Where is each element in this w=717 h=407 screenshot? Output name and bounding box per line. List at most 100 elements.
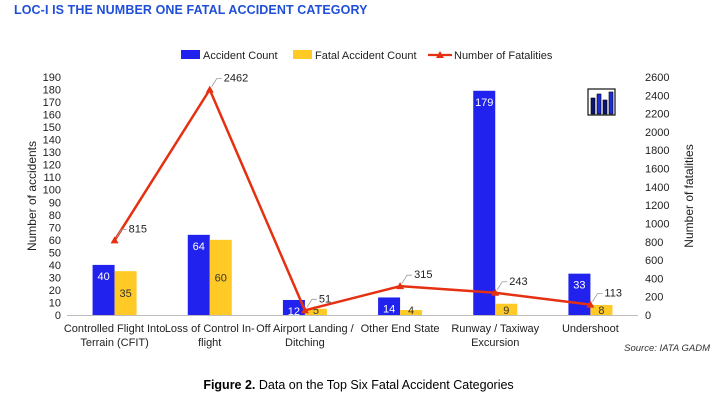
data-label-accident-count: 40	[97, 271, 109, 283]
data-label-accident-count: 179	[475, 97, 493, 109]
data-label-number-of-fatalities: 2462	[224, 73, 248, 85]
point-number-of-fatalities	[396, 282, 405, 290]
bar-accident-count	[92, 264, 115, 315]
x-axis-category-label: Terrain (CFIT)	[80, 337, 148, 349]
y-axis-tick-label: 130	[43, 147, 61, 159]
x-axis-category-label: Loss of Control In-	[165, 323, 255, 335]
data-label-leader	[306, 298, 317, 308]
y-axis-tick-label: 30	[49, 272, 61, 284]
data-label-leader	[496, 281, 508, 290]
y-axis-tick-label: 100	[43, 185, 61, 197]
y2-axis-tick-label: 1800	[645, 145, 669, 157]
y-axis-tick-label: 160	[43, 110, 61, 122]
data-label-fatal-accident-count: 60	[215, 272, 227, 284]
data-label-fatal-accident-count: 4	[408, 305, 414, 317]
legend-marker-number-of-fatalities	[436, 51, 444, 58]
data-label-number-of-fatalities: 113	[604, 288, 622, 300]
y2-axis-tick-label: 1000	[645, 218, 669, 230]
bar-accident-count	[473, 90, 496, 315]
y-axis-tick-label: 80	[49, 210, 61, 222]
bar-fatal-accident-count	[400, 309, 423, 315]
y2-axis-tick-label: 800	[645, 237, 663, 249]
point-number-of-fatalities	[110, 236, 119, 244]
data-label-accident-count: 64	[193, 241, 205, 253]
line-number-of-fatalities	[113, 88, 591, 312]
point-number-of-fatalities	[491, 288, 500, 296]
y2-axis-tick-label: 400	[645, 273, 663, 285]
y2-axis-tick-label: 0	[645, 310, 651, 322]
bar-fatal-accident-count	[304, 308, 327, 315]
data-label-leader	[116, 228, 127, 238]
y-axis-tick-label: 150	[43, 122, 61, 134]
bar-fatal-accident-count	[495, 303, 518, 315]
x-axis-category-label: flight	[198, 337, 221, 349]
y-axis-tick-label: 90	[49, 197, 61, 209]
y-axis-title: Number of accidents	[25, 141, 39, 251]
x-axis-category-label: Other End State	[361, 323, 440, 335]
y-axis-tick-label: 120	[43, 160, 61, 172]
figure-caption: Figure 2. Data on the Top Six Fatal Acci…	[0, 378, 717, 392]
data-label-fatal-accident-count: 8	[598, 305, 604, 317]
legend-swatch-fatal-accident-count	[293, 50, 312, 59]
data-label-accident-count: 12	[288, 306, 300, 318]
caption-text: Data on the Top Six Fatal Accident Categ…	[258, 378, 514, 392]
y2-axis-tick-label: 1400	[645, 182, 669, 194]
legend-label-fatal-accident-count: Fatal Accident Count	[315, 50, 417, 62]
legend-label-accident-count: Accident Count	[203, 50, 278, 62]
caption-prefix: Figure 2.	[203, 378, 256, 392]
y-axis-tick-label: 20	[49, 285, 61, 297]
data-label-leader	[401, 274, 413, 284]
data-label-leader	[592, 293, 603, 302]
y2-axis-tick-label: 1600	[645, 164, 669, 176]
point-number-of-fatalities	[300, 306, 309, 314]
x-axis-category-label: Undershoot	[562, 323, 619, 335]
y2-axis-tick-label: 600	[645, 255, 663, 267]
data-label-fatal-accident-count: 5	[313, 305, 319, 317]
y-axis-tick-label: 70	[49, 222, 61, 234]
x-axis-category-label: Controlled Flight Into	[64, 323, 166, 335]
y-axis-tick-label: 50	[49, 247, 61, 259]
bar-accident-count	[187, 234, 210, 315]
data-label-accident-count: 33	[573, 280, 585, 292]
y2-axis-tick-label: 200	[645, 292, 663, 304]
y-axis-tick-label: 0	[55, 310, 61, 322]
bar-fatal-accident-count	[114, 271, 137, 315]
data-label-fatal-accident-count: 9	[503, 305, 509, 317]
legend-swatch-accident-count	[181, 50, 200, 59]
y2-axis-tick-label: 1200	[645, 200, 669, 212]
data-label-number-of-fatalities: 243	[509, 276, 527, 288]
data-label-fatal-accident-count: 35	[119, 288, 131, 300]
data-label-accident-count: 14	[383, 303, 395, 315]
chart-headline: LOC-I IS THE NUMBER ONE FATAL ACCIDENT C…	[14, 3, 368, 17]
bar-accident-count	[378, 297, 401, 315]
y-axis-tick-label: 110	[43, 172, 61, 184]
x-axis-category-label: Off Airport Landing /	[256, 323, 355, 335]
x-axis-category-label: Excursion	[471, 337, 519, 349]
bar-accident-count	[282, 299, 305, 315]
bar-fatal-accident-count	[209, 239, 232, 315]
data-label-number-of-fatalities: 315	[414, 269, 432, 281]
y2-axis-title: Number of fatalities	[682, 144, 696, 247]
y-axis-tick-label: 60	[49, 235, 61, 247]
data-label-leader	[211, 78, 222, 87]
legend-label-number-of-fatalities: Number of Fatalities	[454, 50, 553, 62]
x-axis-category-label: Ditching	[285, 337, 325, 349]
y2-axis-tick-label: 2200	[645, 109, 669, 121]
y2-axis-tick-label: 2400	[645, 90, 669, 102]
source-note: Source: IATA GADM	[624, 343, 710, 354]
y-axis-tick-label: 40	[49, 260, 61, 272]
y-axis-tick-label: 170	[43, 97, 61, 109]
data-label-number-of-fatalities: 815	[129, 223, 147, 235]
bar-chart-icon	[587, 88, 616, 116]
point-number-of-fatalities	[205, 85, 214, 93]
data-label-number-of-fatalities: 51	[319, 293, 331, 305]
x-axis-category-label: Runway / Taxiway	[451, 323, 539, 335]
y-axis-tick-label: 180	[43, 85, 61, 97]
point-number-of-fatalities	[586, 300, 595, 308]
bar-fatal-accident-count	[590, 304, 613, 315]
y-axis-tick-label: 140	[43, 135, 61, 147]
y2-axis-tick-label: 2000	[645, 127, 669, 139]
y-axis-tick-label: 10	[49, 297, 61, 309]
y-axis-tick-label: 190	[43, 72, 61, 84]
